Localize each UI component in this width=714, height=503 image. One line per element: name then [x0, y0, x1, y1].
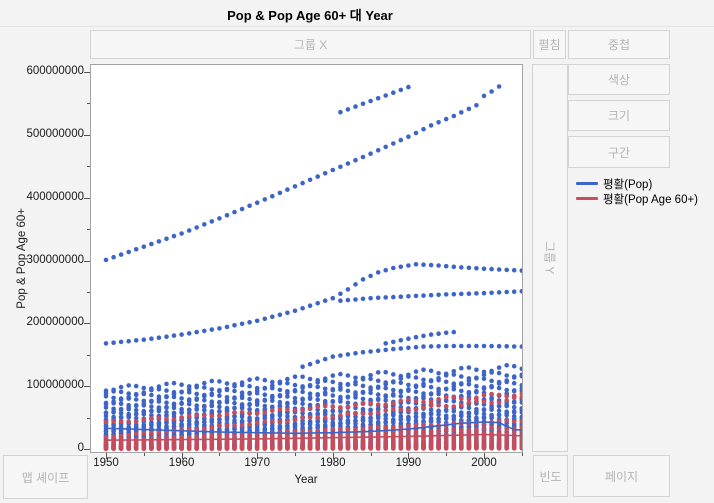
y-minor-tick-mark	[87, 291, 90, 293]
smoother-pop	[105, 421, 522, 435]
y-tick-label: 600000000	[26, 65, 84, 77]
x-tick-mark	[332, 453, 334, 459]
dropzone-spread[interactable]: 펼침	[533, 30, 566, 59]
x-minor-tick-mark	[295, 453, 296, 456]
y-minor-tick-mark	[87, 417, 90, 419]
x-minor-tick-mark	[446, 453, 448, 456]
legend-swatch-pop-age60	[576, 197, 598, 200]
x-tick-label: 1970	[244, 457, 270, 469]
x-tick-label: 2000	[471, 457, 497, 469]
page-title: Pop & Pop Age 60+ 대 Year	[227, 8, 393, 23]
x-tick-mark	[181, 453, 183, 459]
y-tick-label: 400000000	[26, 190, 84, 203]
x-tick-mark	[257, 453, 259, 459]
y-tick-mark	[84, 260, 90, 262]
y-tick-mark	[84, 386, 90, 388]
legend-swatch-pop	[576, 182, 598, 185]
x-tick-mark	[408, 453, 410, 459]
dropzone-group-x-label: 그룹 X	[293, 38, 328, 52]
y-tick-mark	[84, 197, 90, 199]
dropzone-spread-label: 펼침	[538, 38, 561, 52]
x-minor-tick-mark	[219, 453, 221, 456]
y-tick-mark	[84, 323, 90, 325]
dropzone-overlay[interactable]: 중첩	[568, 30, 670, 59]
y-minor-tick-mark	[87, 166, 90, 168]
dropzone-frequency[interactable]: 빈도	[533, 455, 568, 497]
y-tick-label: 500000000	[26, 127, 84, 140]
dropzone-map-shape[interactable]: 맵 셰이프	[3, 455, 88, 499]
dropzone-group-y-label: 그룹 Y	[542, 241, 557, 275]
dropzone-group-x[interactable]: 그룹 X	[90, 30, 531, 59]
y-minor-tick-mark	[87, 229, 90, 231]
y-tick-label: 300000000	[26, 253, 84, 266]
x-tick-label: 1960	[168, 457, 195, 469]
y-tick-label: 0	[77, 442, 84, 454]
x-minor-tick-mark	[521, 453, 523, 456]
dropzone-color[interactable]: 색상	[568, 64, 670, 95]
dropzone-size[interactable]: 크기	[568, 100, 670, 131]
legend-label-pop: 평활(Pop)	[603, 178, 653, 191]
x-tick-label: 1950	[93, 457, 119, 469]
y-tick-mark	[84, 72, 90, 73]
plot-area[interactable]	[90, 64, 523, 453]
x-tick-label: 1980	[320, 457, 346, 469]
dropzone-group-y[interactable]: 그룹 Y	[532, 64, 568, 452]
x-axis-title: Year	[294, 474, 318, 486]
title-divider	[0, 26, 714, 27]
y-minor-tick-mark	[87, 103, 90, 105]
x-minor-tick-mark	[370, 453, 372, 456]
dropzone-interval[interactable]: 구간	[568, 136, 670, 168]
pop-series-points	[103, 84, 522, 370]
y-tick-mark	[84, 449, 90, 450]
x-tick-label: 1990	[395, 457, 422, 469]
legend-item-pop[interactable]: 평활(Pop)	[576, 176, 698, 191]
dropzone-color-label: 색상	[607, 73, 631, 87]
y-tick-label: 200000000	[26, 316, 84, 329]
y-tick-label: 100000000	[26, 379, 84, 392]
dropzone-page-label: 페이지	[604, 469, 639, 484]
dropzone-interval-label: 구간	[607, 145, 631, 160]
dropzone-page[interactable]: 페이지	[573, 455, 670, 497]
dropzone-map-shape-label: 맵 셰이프	[21, 470, 70, 485]
legend-label-pop-age60: 평활(Pop Age 60+)	[603, 193, 699, 206]
x-tick-mark	[106, 453, 107, 459]
dropzone-frequency-label: 빈도	[539, 469, 562, 484]
scatter-plot-canvas[interactable]	[91, 65, 522, 452]
legend-item-pop-age60[interactable]: 평활(Pop Age 60+)	[576, 191, 698, 206]
y-tick-mark	[84, 134, 90, 136]
x-minor-tick-mark	[143, 453, 145, 456]
pop-age60-cluster-points	[103, 391, 522, 452]
x-tick-mark	[484, 453, 485, 459]
y-minor-tick-mark	[87, 354, 90, 356]
dropzone-overlay-label: 중첩	[607, 38, 631, 52]
dropzone-size-label: 크기	[607, 109, 631, 123]
legend: 평활(Pop) 평활(Pop Age 60+)	[576, 176, 698, 206]
